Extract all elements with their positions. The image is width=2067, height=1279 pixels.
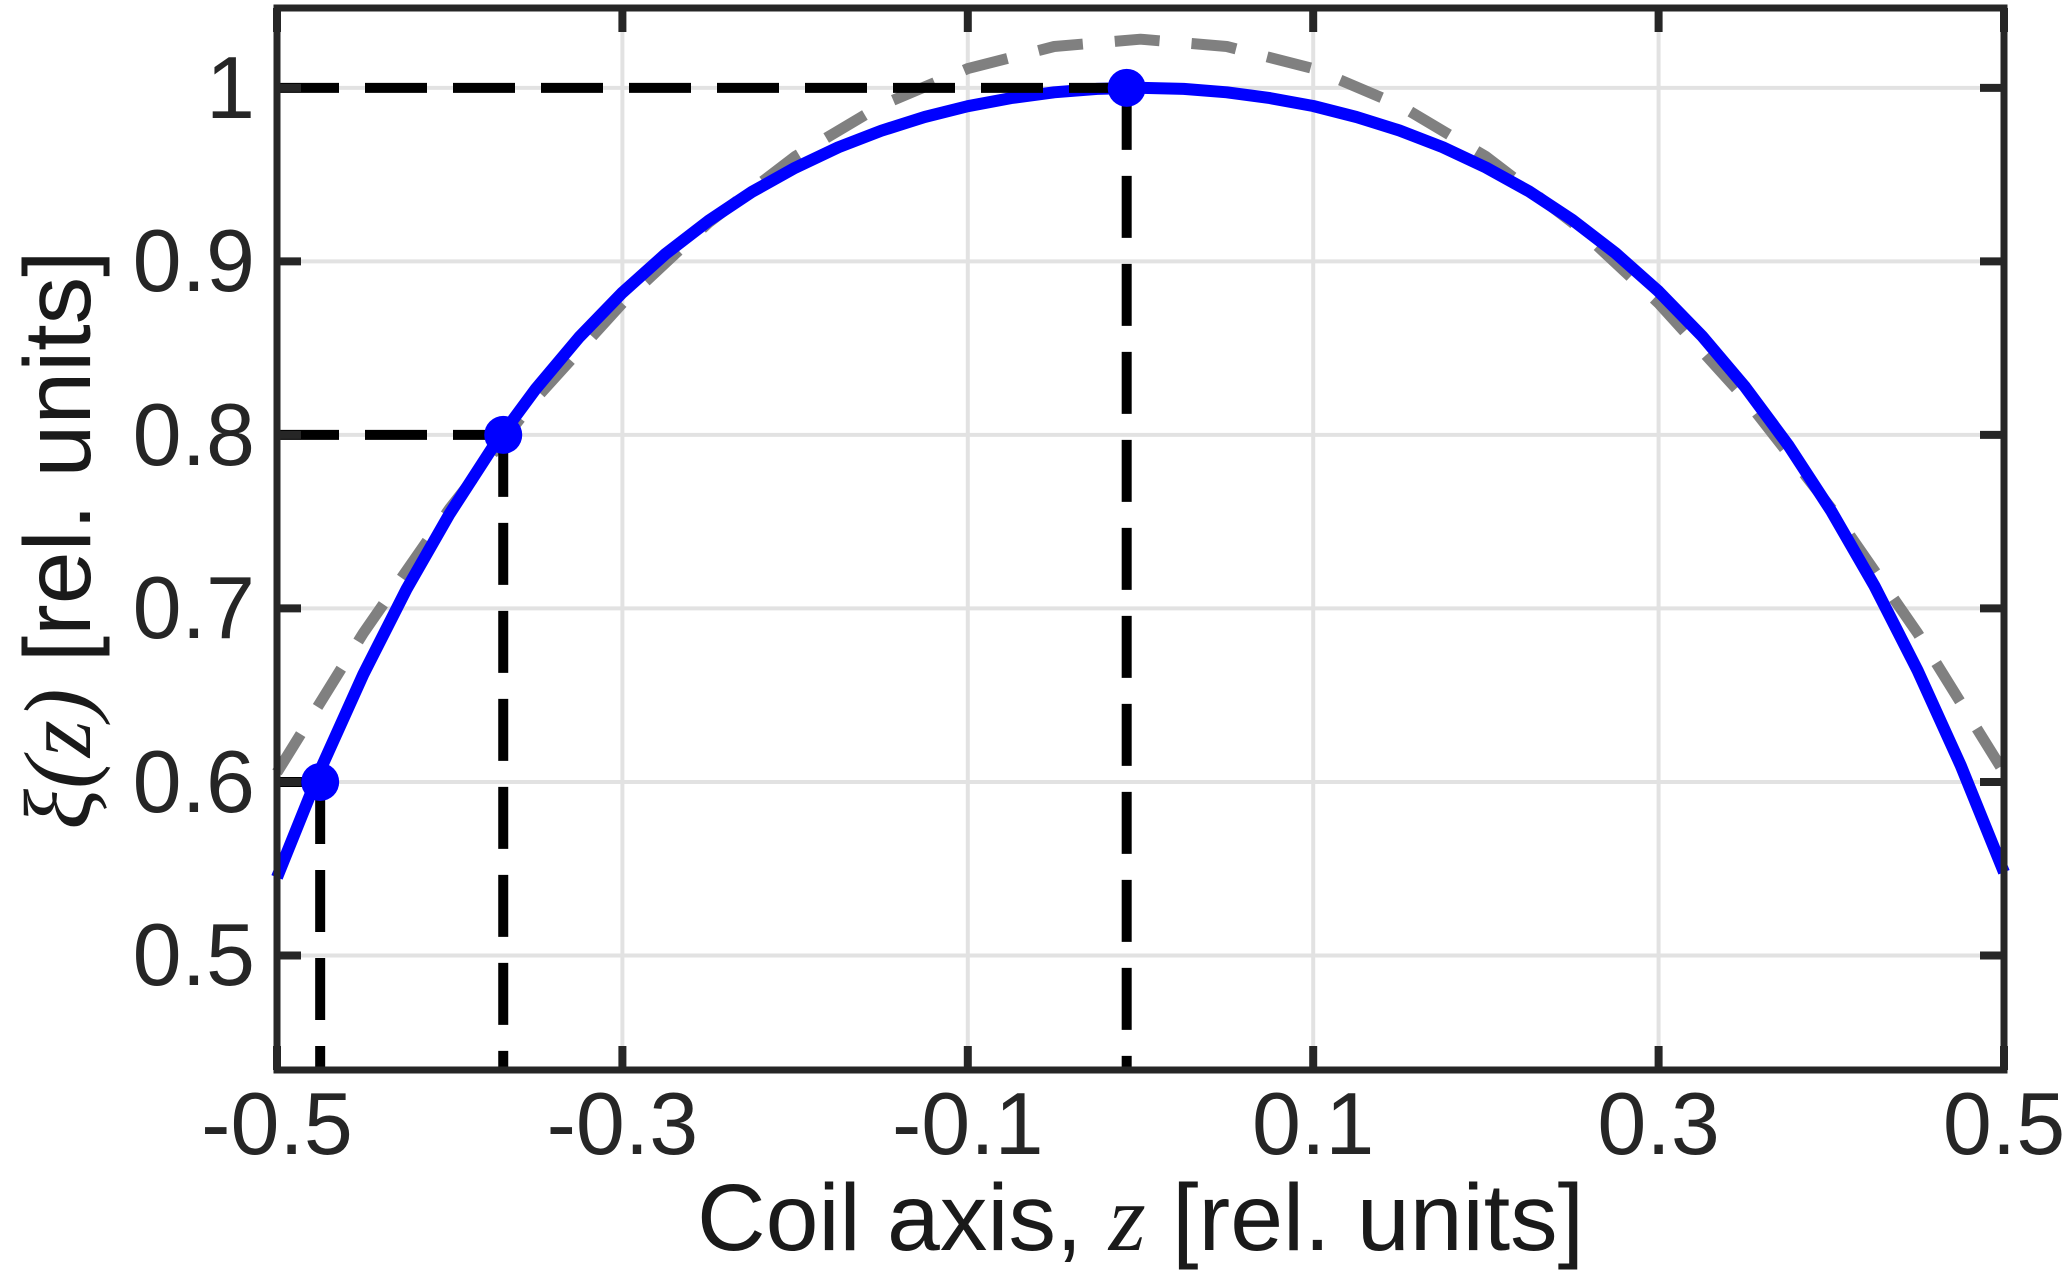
x-tick-label: -0.5 xyxy=(201,1074,353,1173)
data-marker xyxy=(301,762,340,801)
y-axis-label-math: ξ(z) xyxy=(5,688,111,830)
x-axis-label: Coil axis, z [rel. units] xyxy=(277,1168,2004,1268)
y-tick-label: 0.9 xyxy=(132,211,255,311)
y-axis-label: ξ(z) [rel. units] xyxy=(5,250,111,830)
x-axis-label-math: z xyxy=(1108,1165,1146,1271)
x-tick-label: 0.3 xyxy=(1597,1074,1720,1173)
series-field-profile-measured xyxy=(272,33,2009,776)
x-axis-label-text: Coil axis, xyxy=(697,1165,1109,1271)
x-tick-label: 0.5 xyxy=(1942,1074,2066,1173)
x-axis-label-units: [rel. units] xyxy=(1145,1165,1584,1271)
y-tick-label: 1 xyxy=(206,37,255,137)
y-axis-label-units: [rel. units] xyxy=(5,250,111,689)
axes-box xyxy=(273,4,2008,1074)
series-xi-light-shift-profile xyxy=(271,81,2010,880)
y-tick-label: 0.5 xyxy=(132,905,255,1005)
y-tick-label: 0.6 xyxy=(132,731,255,831)
x-tick-label: 0.1 xyxy=(1252,1074,1375,1173)
y-tick-label: 0.8 xyxy=(132,384,255,484)
x-tick-label: -0.1 xyxy=(891,1074,1044,1173)
y-tick-label: 0.7 xyxy=(132,558,255,658)
data-marker xyxy=(1107,68,1146,107)
x-tick-label: -0.3 xyxy=(546,1074,699,1173)
data-marker xyxy=(484,415,523,454)
